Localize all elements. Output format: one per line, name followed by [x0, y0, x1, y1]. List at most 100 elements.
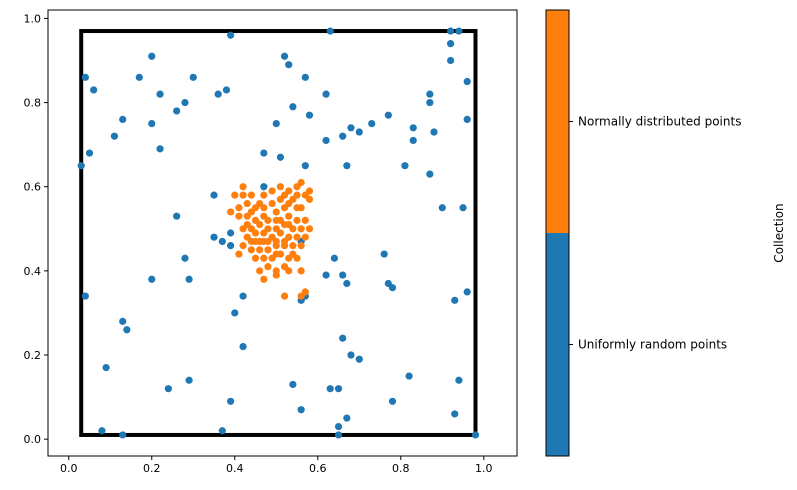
uniform-point: [239, 292, 247, 300]
uniform-point: [368, 120, 376, 128]
colorbar-segment-normal: [546, 10, 569, 233]
uniform-point: [388, 397, 397, 405]
uniform-point: [185, 376, 193, 384]
normal-point: [297, 242, 305, 250]
uniform-point: [148, 275, 156, 283]
normal-point: [251, 254, 260, 262]
uniform-point: [239, 343, 247, 351]
normal-point: [297, 225, 305, 233]
normal-point: [247, 246, 255, 254]
uniform-point: [280, 52, 289, 60]
uniform-point: [446, 56, 455, 65]
uniform-point: [260, 149, 268, 157]
normal-point: [301, 233, 309, 241]
y-tick-label: 0.2: [24, 349, 42, 362]
uniform-point: [173, 107, 181, 115]
normal-point: [243, 220, 251, 229]
colorbar-tick-label: Normally distributed points: [578, 115, 741, 129]
normal-point: [231, 191, 239, 199]
uniform-point: [334, 422, 343, 431]
uniform-point: [334, 385, 343, 393]
normal-point: [301, 216, 309, 224]
uniform-point: [98, 427, 106, 435]
y-tick-label: 0.8: [24, 97, 42, 110]
uniform-point: [322, 136, 330, 145]
normal-point: [280, 292, 289, 300]
uniform-point: [81, 292, 89, 300]
normal-point: [272, 250, 280, 258]
normal-point: [285, 187, 293, 195]
uniform-point: [471, 431, 480, 439]
normal-point: [285, 199, 293, 208]
uniform-point: [401, 162, 409, 170]
normal-point: [301, 288, 309, 296]
uniform-point: [322, 271, 330, 279]
x-tick-label: 0.4: [226, 462, 244, 475]
uniform-point: [181, 254, 189, 262]
normal-point: [293, 191, 301, 199]
uniform-point: [214, 90, 222, 98]
uniform-point: [81, 73, 89, 81]
normal-point: [247, 237, 255, 246]
uniform-point: [148, 52, 156, 60]
colorbar-tick-label: Uniformly random points: [578, 338, 727, 352]
x-tick-label: 0.2: [143, 462, 161, 475]
normal-point: [305, 195, 314, 203]
uniform-point: [135, 73, 143, 81]
uniform-point: [276, 153, 285, 161]
normal-point: [297, 178, 305, 187]
y-tick-label: 0.6: [24, 181, 42, 194]
normal-point: [272, 225, 280, 233]
uniform-point: [301, 162, 309, 170]
uniform-point: [260, 183, 268, 191]
uniform-point: [339, 132, 347, 140]
uniform-point: [463, 115, 471, 123]
uniform-point: [156, 90, 164, 98]
normal-point: [285, 220, 293, 229]
uniform-point: [210, 191, 218, 199]
normal-point: [235, 212, 243, 220]
uniform-point: [231, 309, 239, 317]
uniform-point: [297, 406, 305, 414]
uniform-point: [388, 284, 397, 292]
uniform-point: [339, 334, 347, 342]
uniform-point: [218, 427, 226, 435]
normal-point: [256, 267, 264, 275]
normal-point: [268, 199, 276, 208]
normal-point: [243, 199, 251, 208]
uniform-point: [430, 128, 438, 136]
uniform-point: [218, 237, 226, 246]
normal-point: [293, 216, 301, 224]
uniform-point: [347, 124, 355, 132]
uniform-point: [227, 229, 235, 237]
uniform-point: [451, 296, 459, 304]
colorbar-segment-uniform: [546, 233, 569, 456]
uniform-point: [148, 120, 156, 128]
uniform-point: [405, 372, 413, 380]
normal-point: [256, 220, 264, 229]
uniform-points-series: [77, 27, 480, 439]
normal-point: [264, 263, 272, 271]
normal-point: [293, 233, 301, 241]
normal-point: [256, 237, 264, 246]
uniform-point: [305, 111, 314, 119]
y-tick-label: 0.4: [24, 265, 42, 278]
uniform-point: [426, 90, 434, 98]
uniform-point: [222, 86, 231, 94]
uniform-point: [322, 90, 330, 98]
uniform-point: [156, 145, 164, 153]
normal-point: [289, 242, 297, 250]
normal-point: [264, 237, 272, 246]
uniform-point: [110, 132, 119, 140]
normal-point: [227, 208, 235, 216]
uniform-point: [77, 162, 85, 170]
colorbar: Uniformly random points Normally distribu…: [545, 9, 786, 457]
uniform-point: [301, 73, 309, 81]
uniform-point: [426, 170, 434, 178]
y-tick-label: 1.0: [24, 12, 42, 25]
normal-point: [293, 204, 301, 212]
uniform-point: [164, 385, 172, 393]
x-tick-label: 0.8: [392, 462, 410, 475]
uniform-point: [409, 124, 417, 132]
